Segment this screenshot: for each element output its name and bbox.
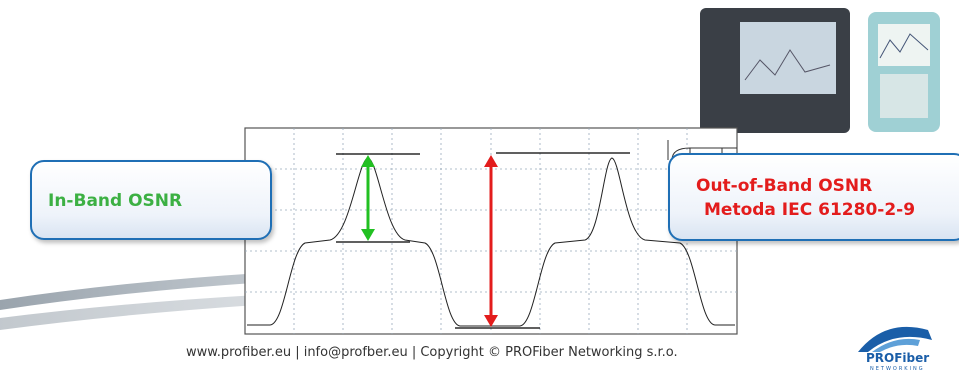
spectrum-plot [245,128,737,334]
in-band-label: In-Band OSNR [48,191,182,211]
logo-mark [858,327,932,352]
slide: In-Band OSNR Out-of-Band OSNR Metoda IEC… [0,0,959,379]
device-images [700,8,940,133]
out-of-band-label: Out-of-Band OSNR [696,176,872,196]
logo-name: PROFiber [866,351,929,365]
out-of-band-box [668,153,959,241]
method-label: Metoda IEC 61280-2-9 [704,200,915,220]
logo-tagline: NETWORKING [870,366,925,372]
footer: www.profiber.eu | info@profber.eu | Copy… [186,345,678,360]
